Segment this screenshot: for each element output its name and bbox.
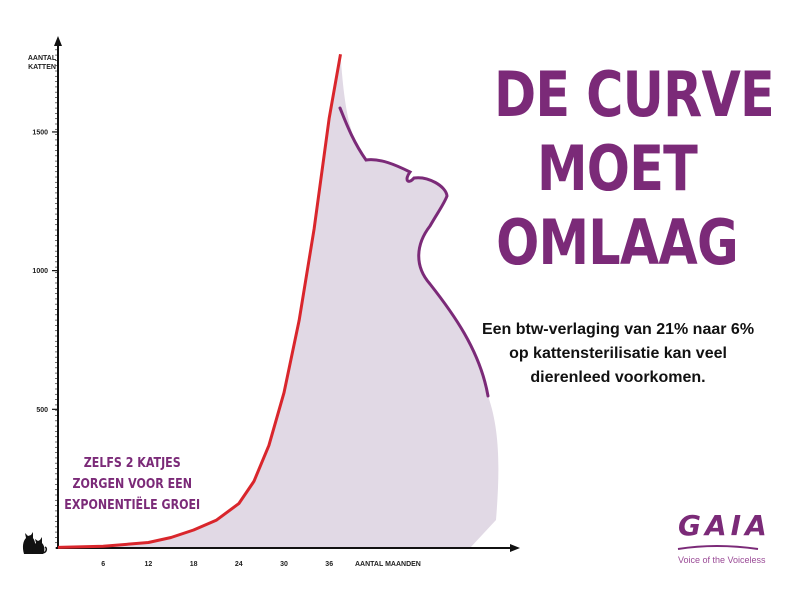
cat-outline xyxy=(338,106,490,398)
y-axis-arrow xyxy=(54,36,62,46)
annotation-line: ZELFS 2 KATJES xyxy=(83,456,181,471)
x-tick-label: 36 xyxy=(325,561,333,568)
subtitle-line: Een btw-verlaging van 21% naar 6% xyxy=(481,321,755,338)
headline-line: MOET xyxy=(537,132,698,205)
x-tick-label: 18 xyxy=(190,561,198,568)
y-tick-label: 1000 xyxy=(32,268,48,275)
gaia-logo[interactable]: GAIA Voice of the Voiceless xyxy=(668,505,768,565)
x-tick-label: 24 xyxy=(235,561,243,568)
annotation-line: EXPONENTIËLE GROEI xyxy=(64,498,201,513)
two-cats-icon xyxy=(22,532,48,554)
cat-silhouette-fill xyxy=(58,54,499,549)
headline: DE CURVE MOET OMLAAG xyxy=(494,58,775,280)
x-axis-title: AANTAL MAANDEN xyxy=(355,561,421,568)
subtitle: Een btw-verlaging van 21% naar 6% op kat… xyxy=(468,318,768,390)
growth-curve-line xyxy=(57,54,342,549)
logo-tagline: Voice of the Voiceless xyxy=(678,555,766,565)
x-tick-label: 30 xyxy=(280,561,288,568)
headline-line: DE CURVE xyxy=(494,58,775,131)
subtitle-line: dierenleed voorkomen. xyxy=(530,369,706,386)
subtitle-line: op kattensterilisatie kan veel xyxy=(509,345,727,362)
logo-underline-icon xyxy=(677,545,759,550)
x-axis-arrow xyxy=(510,544,520,552)
growth-annotation: ZELFS 2 KATJES ZORGEN VOOR EEN EXPONENTI… xyxy=(60,453,205,516)
y-axis-title: AANTAL KATTEN xyxy=(28,55,57,71)
y-tick-label: 500 xyxy=(36,407,48,414)
x-tick-label: 6 xyxy=(101,561,105,568)
chart-marks: 500 1000 1500 6 12 18 24 30 36 xyxy=(32,54,342,568)
x-tick-label: 12 xyxy=(145,561,153,568)
annotation-line: ZORGEN VOOR EEN xyxy=(72,477,192,492)
y-tick-label: 1500 xyxy=(32,129,48,136)
logo-name: GAIA xyxy=(678,509,771,542)
headline-line: OMLAAG xyxy=(496,206,739,279)
cat-silhouette xyxy=(58,54,499,549)
